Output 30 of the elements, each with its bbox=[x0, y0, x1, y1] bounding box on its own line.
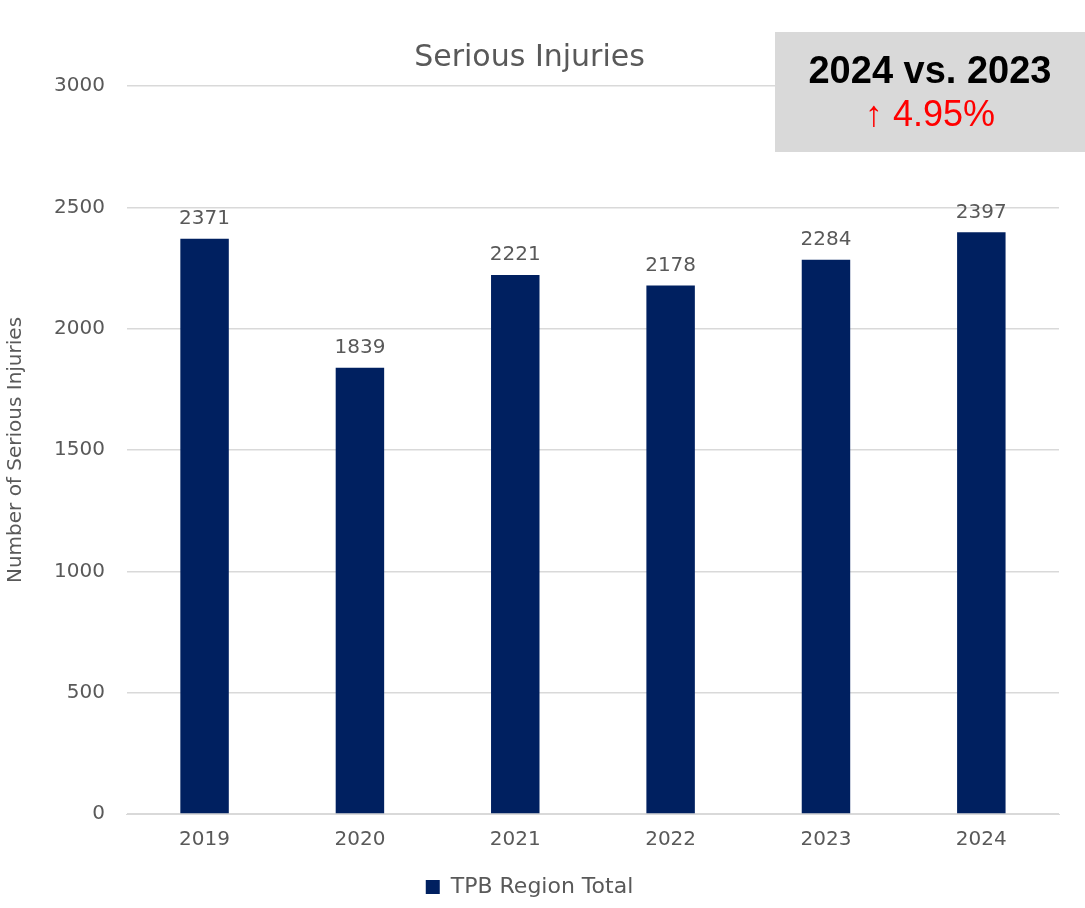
y-tick-label: 0 bbox=[92, 800, 105, 825]
annotation: ↑ 4.95% bbox=[864, 93, 996, 135]
y-tick-label: 1000 bbox=[53, 557, 105, 582]
x-tick-label: 2023 bbox=[800, 826, 852, 851]
annotation: 2024 vs. 2023 bbox=[808, 49, 1052, 94]
y-axis-title: Number of Serious Injuries bbox=[2, 316, 27, 584]
y-tick-label: 3000 bbox=[53, 72, 105, 97]
y-tick-label: 2500 bbox=[53, 193, 105, 218]
bar bbox=[335, 367, 385, 814]
y-tick-label: 2000 bbox=[53, 314, 105, 339]
y-tick-label: 1500 bbox=[53, 436, 105, 461]
x-tick-label: 2020 bbox=[334, 826, 386, 851]
y-tick-label: 500 bbox=[66, 678, 105, 703]
data-label: 2371 bbox=[179, 204, 231, 229]
bar bbox=[646, 285, 695, 814]
bar bbox=[180, 238, 229, 814]
data-label: 1839 bbox=[334, 333, 386, 358]
bar bbox=[491, 275, 540, 814]
data-label: 2178 bbox=[645, 251, 697, 276]
data-label: 2221 bbox=[489, 241, 541, 266]
bar bbox=[801, 259, 851, 814]
x-tick-label: 2021 bbox=[489, 826, 541, 851]
x-tick-label: 2019 bbox=[179, 826, 231, 851]
data-label: 2284 bbox=[800, 225, 852, 250]
x-tick-label: 2022 bbox=[645, 826, 697, 851]
chart-title: Serious Injuries bbox=[414, 37, 645, 73]
legend-label: TPB Region Total bbox=[449, 872, 634, 898]
bar bbox=[957, 232, 1006, 814]
x-tick-label: 2024 bbox=[955, 826, 1007, 851]
data-label: 2397 bbox=[955, 198, 1007, 223]
